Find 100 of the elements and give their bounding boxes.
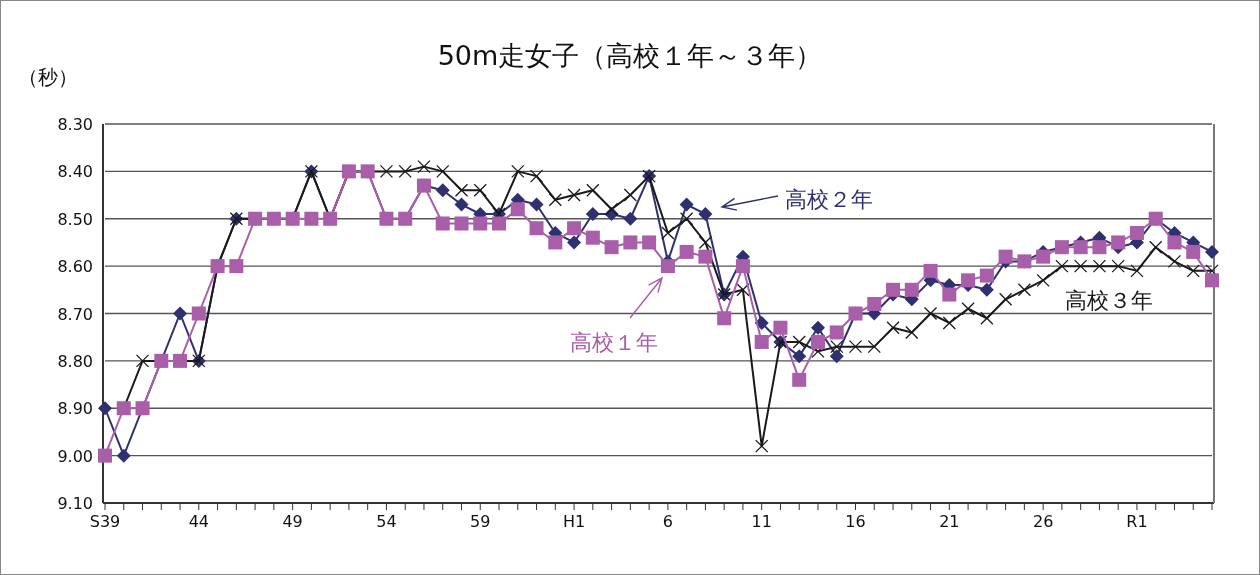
x-tick-label: 59 — [470, 512, 491, 531]
point — [435, 216, 450, 231]
legend-label: 高校２年 — [785, 187, 873, 212]
point — [904, 282, 919, 297]
y-tick-label: 8.90 — [57, 399, 93, 419]
point — [173, 306, 188, 321]
point — [661, 226, 675, 240]
text: 高校１年 — [570, 330, 658, 355]
point — [116, 448, 131, 463]
point — [867, 340, 881, 354]
point — [510, 202, 525, 217]
point — [623, 188, 638, 202]
point — [529, 197, 544, 212]
point — [567, 188, 581, 202]
point — [1186, 264, 1200, 278]
point — [830, 340, 844, 354]
point — [529, 221, 544, 236]
point — [792, 335, 806, 349]
x-tick-label: S39 — [89, 512, 121, 531]
point — [998, 292, 1013, 306]
point — [585, 230, 600, 245]
point — [229, 259, 244, 274]
point — [679, 212, 694, 226]
point — [792, 349, 807, 364]
point — [454, 183, 469, 197]
x-tick-label: 6 — [662, 512, 673, 531]
point — [567, 235, 582, 250]
point — [642, 235, 657, 250]
point — [1017, 283, 1032, 297]
point — [511, 164, 525, 179]
point — [1092, 240, 1107, 255]
x-tick-label: 44 — [188, 512, 209, 531]
point — [1092, 259, 1107, 273]
point — [998, 249, 1013, 264]
point — [98, 448, 112, 463]
x-tick-label: 26 — [1032, 512, 1054, 531]
point — [1036, 249, 1051, 264]
point — [1036, 273, 1050, 287]
point — [886, 321, 900, 335]
x-tick-label: H1 — [562, 512, 586, 531]
y-tick-label: 9.10 — [57, 494, 93, 513]
x-tick-label: 49 — [282, 512, 303, 531]
point — [923, 263, 938, 278]
point — [379, 164, 394, 179]
point — [829, 325, 844, 340]
point — [979, 268, 994, 283]
point — [1111, 259, 1125, 273]
point — [1129, 225, 1144, 240]
point — [548, 235, 563, 250]
point — [1186, 244, 1201, 259]
point — [961, 302, 975, 316]
point — [623, 211, 638, 226]
point — [698, 207, 713, 222]
y-tick-label: 8.40 — [57, 162, 93, 182]
y-tick-label: 8.60 — [57, 257, 93, 277]
point — [829, 349, 844, 364]
point — [454, 216, 469, 231]
point — [604, 202, 619, 216]
y-tick-label: 8.50 — [57, 209, 93, 229]
point — [473, 183, 487, 197]
point — [942, 287, 957, 302]
point — [698, 235, 713, 250]
point — [1111, 235, 1126, 250]
point — [529, 169, 544, 183]
point — [135, 354, 150, 368]
point — [980, 311, 994, 325]
point — [417, 159, 431, 174]
point — [435, 183, 450, 198]
x-tick-label: 16 — [845, 512, 866, 531]
point — [773, 320, 788, 335]
point — [191, 306, 206, 321]
point — [548, 193, 562, 207]
point — [1074, 259, 1088, 273]
y-tick-label: 8.80 — [57, 351, 93, 371]
point — [623, 235, 638, 250]
point — [698, 249, 713, 264]
point — [398, 164, 412, 179]
point — [1130, 264, 1144, 278]
point — [942, 316, 956, 330]
point — [979, 282, 994, 297]
point — [586, 183, 600, 197]
point — [1167, 235, 1182, 250]
point — [754, 334, 769, 349]
point — [792, 372, 807, 387]
point — [1055, 259, 1069, 273]
point — [848, 340, 863, 354]
point — [736, 283, 750, 297]
point — [923, 306, 938, 321]
point — [304, 211, 319, 226]
point — [679, 244, 694, 259]
point — [961, 273, 976, 288]
point — [679, 197, 694, 212]
point — [567, 221, 582, 236]
x-tick-label: 11 — [751, 512, 772, 531]
chart-title: 50m走女子（高校１年～３年） — [437, 40, 823, 71]
point — [585, 207, 600, 222]
point — [717, 311, 732, 326]
x-tick-label: R1 — [1126, 512, 1148, 531]
point — [1073, 240, 1088, 255]
point — [867, 297, 882, 312]
